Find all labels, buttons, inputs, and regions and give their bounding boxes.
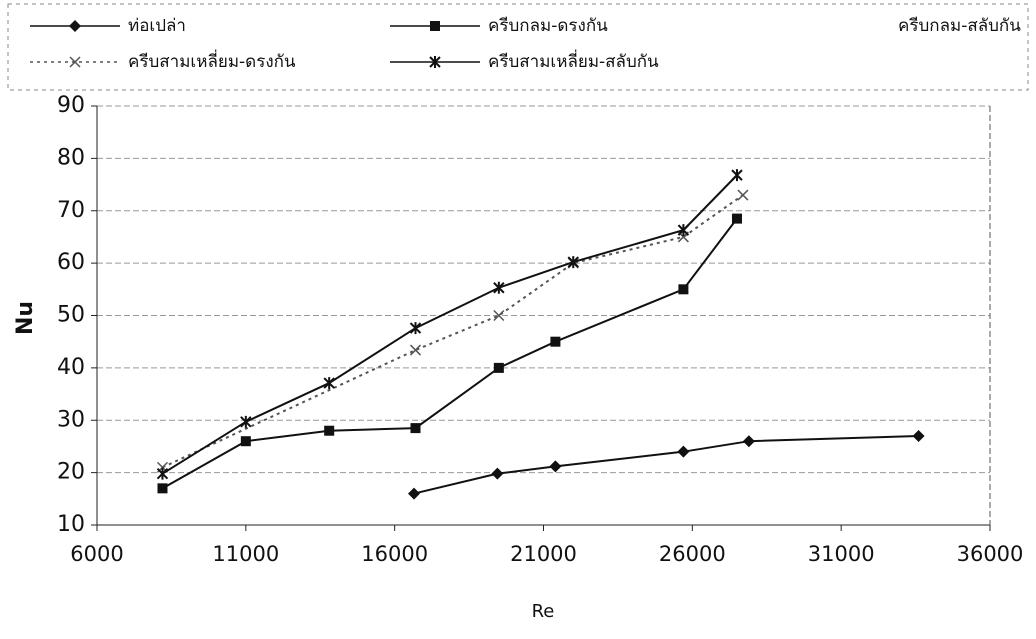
point-marker: [491, 467, 504, 480]
series: [157, 213, 742, 494]
series-line: [162, 194, 744, 469]
point-marker: [678, 284, 689, 295]
point-marker: [323, 377, 335, 390]
point-marker: [240, 436, 251, 447]
legend-label: ครีบกลม-สลับกัน: [898, 16, 1021, 36]
legend-marker: [69, 56, 81, 68]
point-marker: [493, 281, 505, 294]
point-marker: [731, 213, 742, 224]
point-marker: [240, 415, 252, 428]
legend-box: [7, 3, 1029, 91]
point-marker: [493, 309, 505, 322]
y-tick-label: 40: [57, 355, 85, 380]
point-marker: [408, 487, 421, 500]
x-tick-label: 16000: [361, 542, 428, 566]
legend-label: ครีบกลม-ดรงกัน: [488, 16, 608, 36]
x-tick-label: 26000: [659, 542, 726, 566]
point-marker: [493, 362, 504, 373]
y-tick-label: 10: [57, 512, 85, 537]
point-marker: [677, 224, 690, 237]
x-tick-label: 31000: [808, 542, 875, 566]
point-marker: [731, 169, 743, 182]
point-marker: [549, 460, 562, 473]
point-marker: [410, 423, 421, 434]
legend-label: ท่อเปล่า: [128, 16, 186, 36]
y-tick-label: 60: [57, 250, 85, 275]
x-tick-label: 21000: [510, 542, 577, 566]
x-tick-label: 6000: [70, 542, 123, 566]
point-marker: [912, 429, 925, 442]
legend-marker: [430, 21, 440, 31]
series: [408, 429, 925, 500]
legend-marker: [69, 20, 81, 32]
point-marker: [409, 344, 422, 356]
y-tick-label: 50: [57, 303, 85, 328]
series-line: [413, 434, 919, 495]
y-tick-label: 30: [57, 407, 85, 432]
point-marker: [409, 322, 422, 335]
series: [156, 189, 749, 473]
y-tick-label: 20: [57, 460, 85, 485]
point-marker: [567, 256, 579, 269]
legend-label: ครีบสามเหลี่ยม-ดรงกัน: [128, 49, 296, 72]
series-line: [161, 174, 738, 475]
legend-marker: [429, 56, 441, 68]
x-tick-label: 36000: [957, 542, 1024, 566]
y-tick-label: 90: [57, 93, 85, 118]
x-tick-label: 11000: [212, 542, 279, 566]
x-axis-label: Re: [532, 601, 555, 622]
point-marker: [677, 445, 690, 458]
y-tick-label: 80: [57, 145, 85, 170]
series: [156, 169, 743, 480]
point-marker: [550, 336, 561, 347]
point-marker: [324, 425, 335, 436]
point-marker: [157, 483, 168, 494]
y-tick-label: 70: [57, 198, 85, 223]
series-line: [161, 218, 738, 490]
legend-label: ครีบสามเหลี่ยม-สลับกัน: [488, 49, 659, 72]
point-marker: [742, 435, 755, 448]
point-marker: [737, 189, 749, 201]
y-axis-label: Nu: [13, 301, 38, 335]
point-marker: [156, 467, 169, 480]
